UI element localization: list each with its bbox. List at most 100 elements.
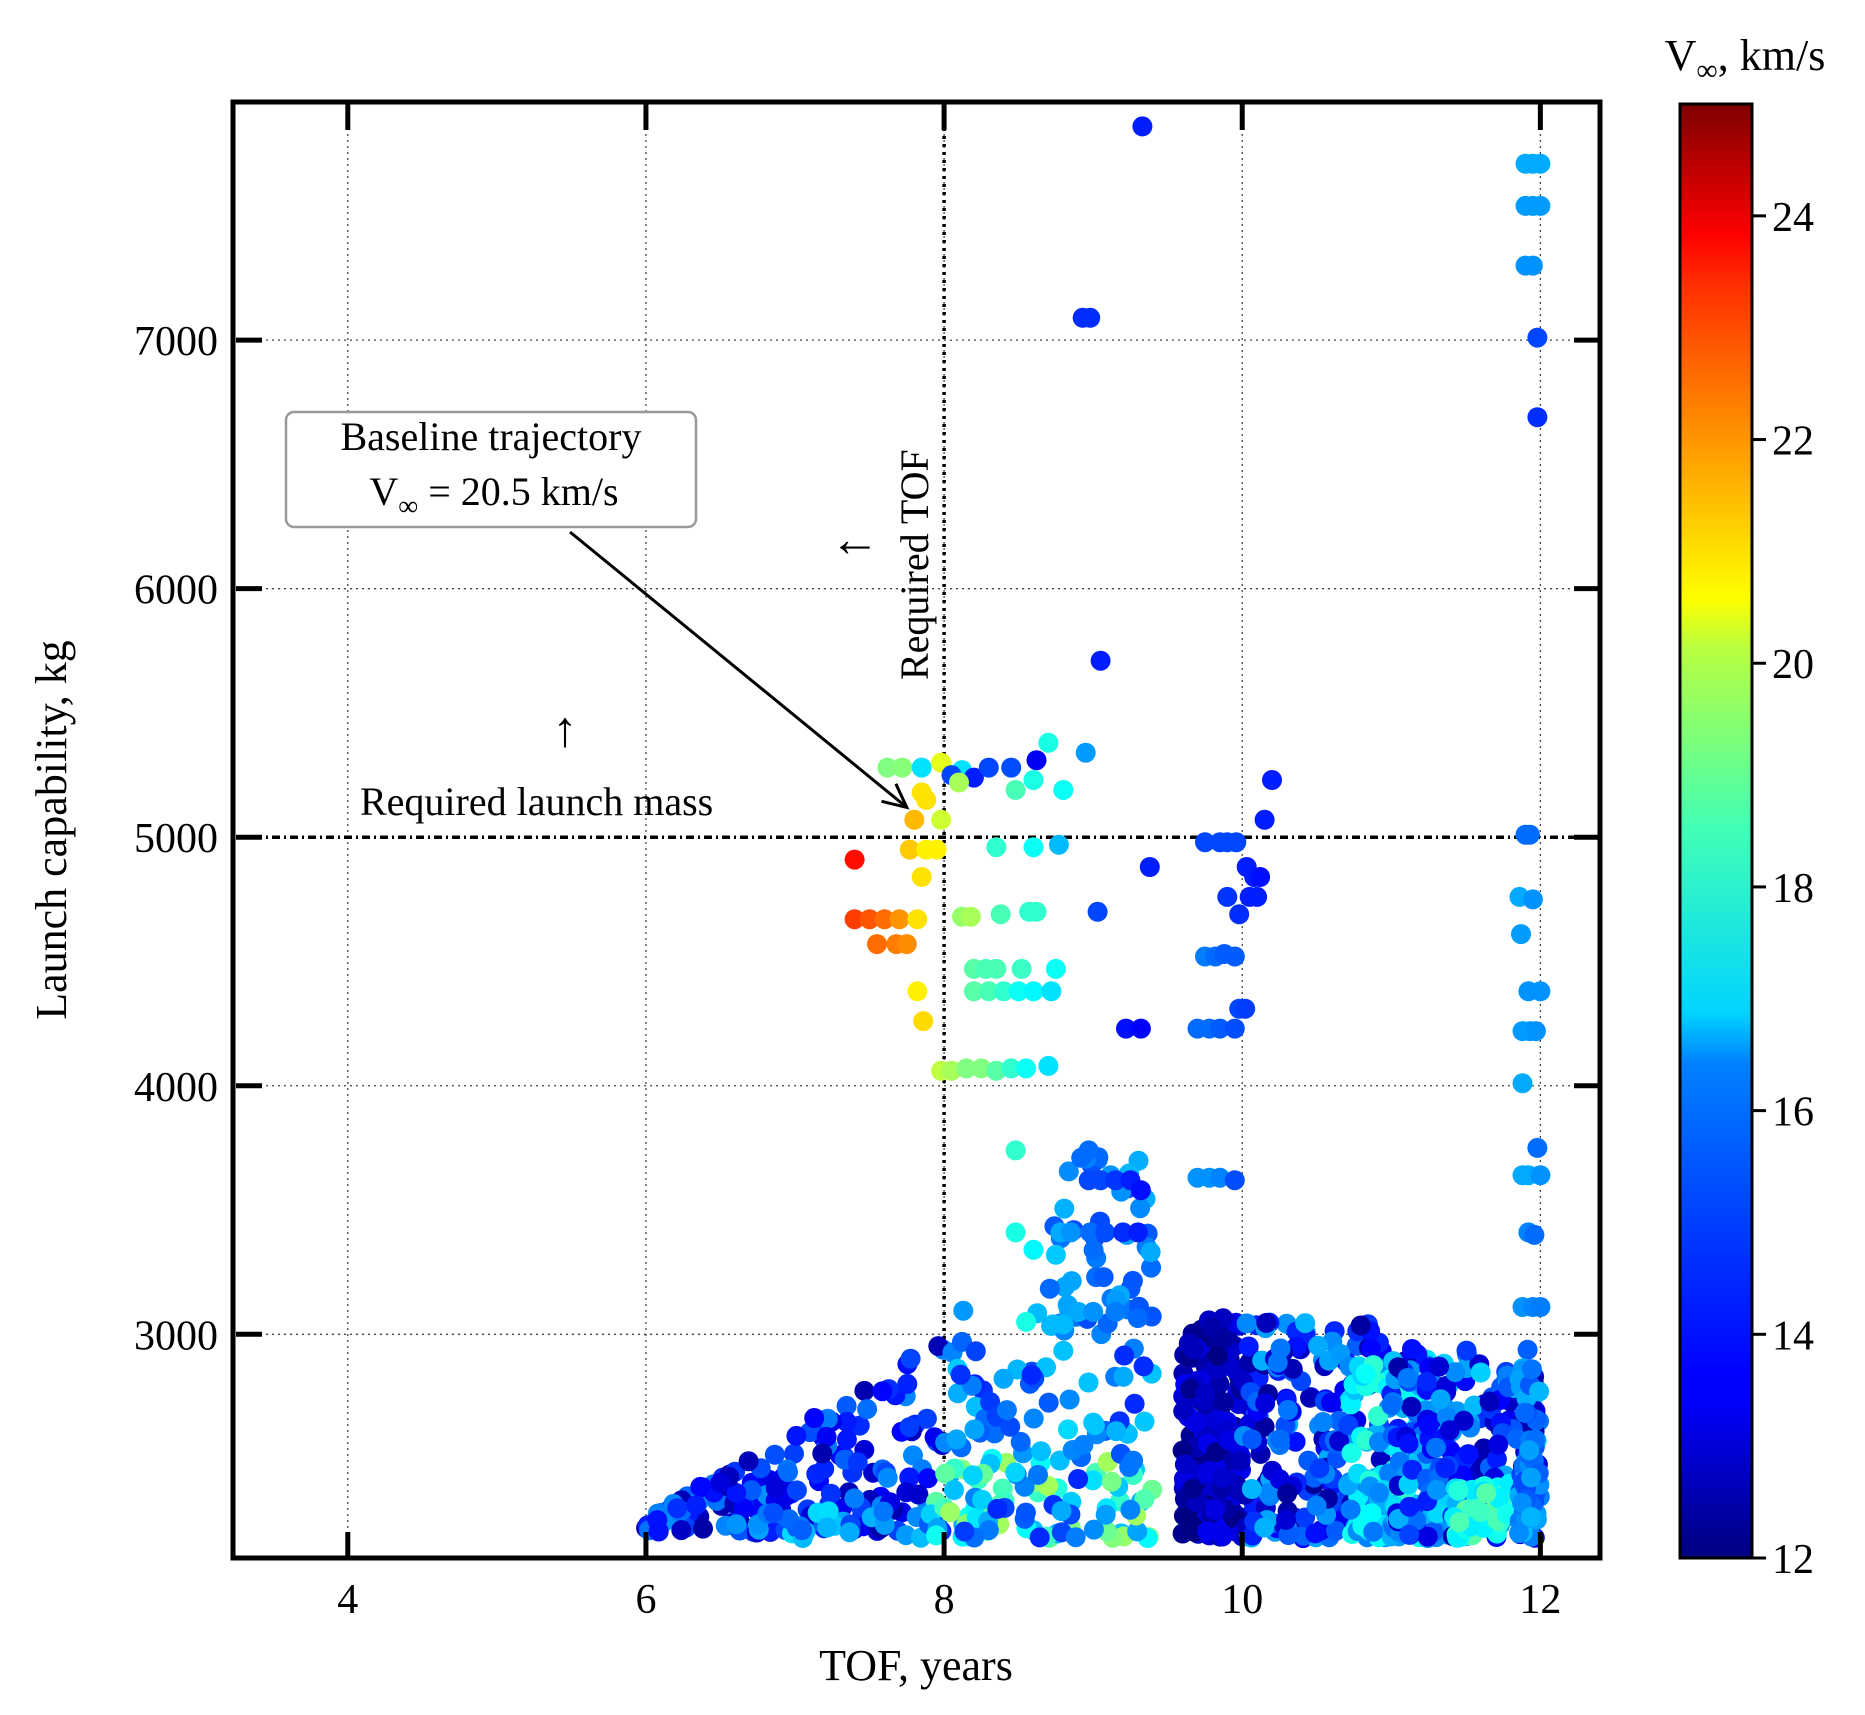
- x-tick-label: 6: [635, 1577, 656, 1623]
- data-point: [1209, 1167, 1230, 1188]
- y-tick-label: 6000: [134, 568, 218, 614]
- data-point: [1130, 1198, 1151, 1219]
- data-point: [1182, 1478, 1203, 1499]
- data-point: [907, 981, 928, 1002]
- data-point: [978, 757, 999, 778]
- data-point: [1120, 1499, 1141, 1520]
- data-point: [1277, 1400, 1298, 1420]
- data-point: [1204, 1499, 1225, 1520]
- data-point: [1530, 1297, 1551, 1317]
- data-point: [1054, 1276, 1075, 1297]
- data-point: [1214, 1392, 1235, 1413]
- data-point: [1205, 1442, 1226, 1463]
- data-point: [986, 958, 1007, 979]
- data-point: [1402, 1459, 1423, 1480]
- data-point: [990, 904, 1011, 925]
- data-point: [877, 1467, 898, 1488]
- data-point: [786, 1425, 807, 1446]
- data-point: [1224, 1018, 1245, 1039]
- data-point: [935, 1463, 956, 1484]
- data-point: [1530, 1165, 1551, 1186]
- colorbar-ticks: 12 14 16 18 20 22 24: [1752, 195, 1814, 1583]
- data-point: [1038, 732, 1059, 753]
- data-point: [1306, 1495, 1327, 1516]
- data-point: [1080, 1222, 1101, 1243]
- data-point: [1321, 1392, 1342, 1413]
- data-point: [1114, 1345, 1135, 1366]
- data-point: [1340, 1499, 1361, 1520]
- data-point: [1023, 770, 1044, 790]
- data-point: [1226, 832, 1247, 853]
- x-tick-label: 4: [337, 1577, 358, 1623]
- data-point: [1522, 889, 1543, 910]
- data-point: [1010, 1431, 1031, 1452]
- data-point: [900, 1348, 921, 1369]
- baseline-annotation: Baseline trajectory V∞ = 20.5 km/s: [284, 410, 910, 810]
- data-point: [962, 1465, 983, 1486]
- data-point: [1255, 1393, 1276, 1414]
- data-point: [792, 1520, 813, 1541]
- data-point: [1084, 1415, 1105, 1436]
- data-point: [1439, 1420, 1460, 1441]
- data-point: [1325, 1520, 1346, 1541]
- data-point: [1075, 742, 1096, 763]
- data-point: [1521, 1467, 1541, 1488]
- data-point: [1529, 1381, 1550, 1402]
- data-point: [1527, 407, 1548, 428]
- data-point: [896, 934, 917, 955]
- data-point: [1127, 1222, 1148, 1243]
- data-point: [1023, 1239, 1044, 1260]
- data-point: [1039, 1278, 1060, 1299]
- data-point: [1527, 327, 1548, 348]
- colorbar-tick-label: 12: [1772, 1537, 1814, 1583]
- data-point: [1041, 981, 1062, 1002]
- data-point: [859, 909, 880, 930]
- data-point: [836, 1395, 857, 1416]
- data-point: [1416, 1371, 1437, 1392]
- data-point: [996, 1400, 1017, 1421]
- data-point: [854, 1380, 875, 1401]
- data-point: [1341, 1443, 1362, 1464]
- reference-lines: [236, 104, 1600, 1558]
- data-point: [1519, 1440, 1540, 1461]
- data-point: [1087, 901, 1108, 922]
- data-point: [1360, 1338, 1381, 1359]
- annotation-arrow: [569, 530, 908, 809]
- data-point: [1045, 958, 1066, 979]
- data-point: [1048, 834, 1069, 855]
- data-point: [1028, 1464, 1048, 1485]
- data-point: [804, 1408, 825, 1428]
- data-point: [1207, 1345, 1228, 1366]
- data-point: [1515, 153, 1536, 174]
- data-point: [1016, 1058, 1037, 1079]
- data-point: [926, 839, 947, 860]
- data-point: [726, 1483, 747, 1503]
- data-point: [960, 906, 981, 927]
- data-point: [1217, 886, 1238, 907]
- colorbar: 12 14 16 18 20 22 24 V∞, km/s: [1665, 31, 1826, 1583]
- data-point: [1276, 1509, 1296, 1530]
- data-point: [965, 1341, 986, 1362]
- data-point: [1224, 946, 1245, 967]
- data-point: [1005, 1222, 1026, 1243]
- colorbar-title-unit: , km/s: [1718, 31, 1826, 80]
- x-tick-label: 10: [1221, 1577, 1263, 1623]
- data-point: [986, 1060, 1007, 1081]
- data-point: [1038, 1055, 1059, 1076]
- data-point: [733, 1498, 754, 1519]
- y-tick-label: 4000: [134, 1065, 218, 1111]
- data-point: [971, 1058, 992, 1079]
- data-point: [1180, 1379, 1201, 1400]
- data-point: [1448, 1480, 1469, 1501]
- colorbar-tick-label: 18: [1772, 866, 1814, 912]
- data-point: [1363, 1521, 1384, 1542]
- data-point: [806, 1464, 827, 1484]
- data-point: [1053, 1314, 1074, 1335]
- data-point: [1058, 1419, 1078, 1440]
- y-tick-label: 3000: [134, 1313, 218, 1359]
- data-point: [904, 809, 925, 830]
- data-point: [1401, 1396, 1422, 1417]
- data-point: [726, 1514, 747, 1535]
- data-point: [1124, 1393, 1145, 1414]
